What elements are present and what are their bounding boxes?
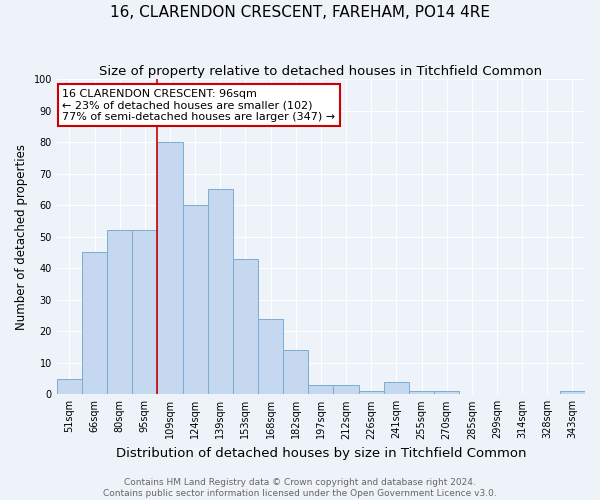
Bar: [359, 391, 384, 394]
Bar: [233, 259, 258, 394]
Bar: [334, 385, 359, 394]
Text: 16 CLARENDON CRESCENT: 96sqm
← 23% of detached houses are smaller (102)
77% of s: 16 CLARENDON CRESCENT: 96sqm ← 23% of de…: [62, 88, 335, 122]
Title: Size of property relative to detached houses in Titchfield Common: Size of property relative to detached ho…: [100, 65, 542, 78]
Bar: [57, 378, 82, 394]
Bar: [258, 318, 283, 394]
Bar: [107, 230, 132, 394]
X-axis label: Distribution of detached houses by size in Titchfield Common: Distribution of detached houses by size …: [116, 447, 526, 460]
Bar: [409, 391, 434, 394]
Bar: [384, 382, 409, 394]
Bar: [434, 391, 459, 394]
Text: 16, CLARENDON CRESCENT, FAREHAM, PO14 4RE: 16, CLARENDON CRESCENT, FAREHAM, PO14 4R…: [110, 5, 490, 20]
Bar: [182, 205, 208, 394]
Text: Contains HM Land Registry data © Crown copyright and database right 2024.
Contai: Contains HM Land Registry data © Crown c…: [103, 478, 497, 498]
Bar: [283, 350, 308, 395]
Bar: [157, 142, 182, 395]
Bar: [308, 385, 334, 394]
Bar: [560, 391, 585, 394]
Y-axis label: Number of detached properties: Number of detached properties: [15, 144, 28, 330]
Bar: [132, 230, 157, 394]
Bar: [208, 190, 233, 394]
Bar: [82, 252, 107, 394]
